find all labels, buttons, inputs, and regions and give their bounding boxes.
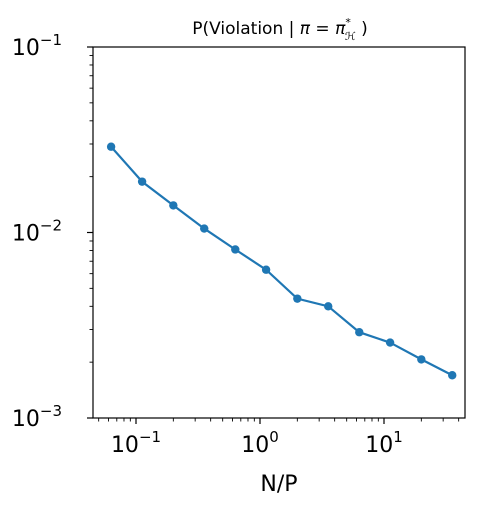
data-point [324,302,333,311]
x-tick-label: 100 [241,428,279,458]
title-pi-star: π [335,19,346,39]
x-tick-label: 10−1 [111,428,161,458]
data-point [169,201,178,210]
data-point [137,177,147,186]
data-point [293,294,302,303]
series-line [110,145,453,377]
data-point [355,328,364,337]
y-tick-label: 10−1 [12,31,62,61]
data-point [231,245,240,254]
title-suffix: ) [356,19,368,39]
data-point [200,224,209,233]
plot-frame [92,46,466,419]
data-point [106,142,116,151]
y-tick-label: 10−2 [12,217,62,247]
chart-title: P(Violation | π = π* ℋ ) [192,16,368,43]
title-prefix: P(Violation | [192,19,300,39]
data-point [385,338,395,347]
axis-ticks: 10−1 100 101 10−3 10−2 10−1 [12,31,460,458]
title-eq: = [310,19,335,39]
y-tick-label: 10−3 [12,402,62,432]
data-point [417,355,426,364]
title-superscript: * [345,16,351,29]
title-subscript: ℋ [345,30,356,43]
x-axis-label: N/P [260,472,297,497]
title-pi: π [300,19,311,39]
data-point [448,371,457,380]
plot-marks [106,142,457,380]
data-point [261,265,271,274]
x-tick-label: 101 [365,428,403,458]
